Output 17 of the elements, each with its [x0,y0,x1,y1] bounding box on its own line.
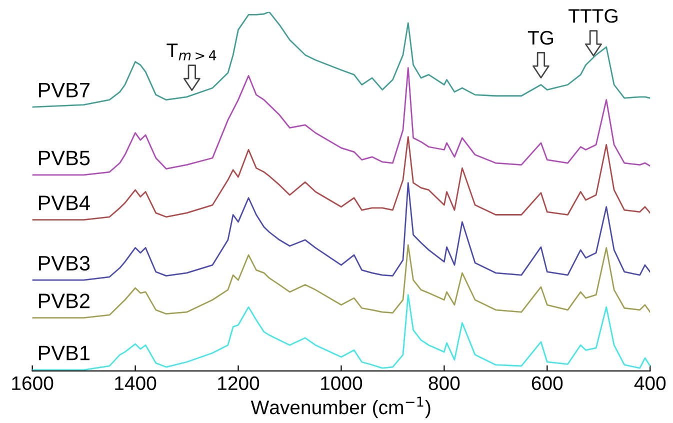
series-label: PVB5 [38,150,90,166]
series-label: PVB7 [38,82,90,98]
x-tick-label: 600 [532,376,563,390]
x-tick-label: 1600 [12,376,54,390]
x-tick-label: 1000 [321,376,362,390]
x-tick-label: 1200 [218,376,260,390]
x-axis-title: Wavenumber (cm$^{−1}$) [250,396,430,418]
series-label: PVB4 [38,196,90,210]
annotation: TG [528,30,554,45]
series-label: PVB3 [38,256,90,271]
series-label: PVB1 [38,346,90,360]
x-tick-label: 800 [428,376,460,390]
x-tick-label: 1400 [115,376,156,390]
annotation: TTTG [568,9,618,23]
series-label: PVB2 [38,294,90,308]
x-tick-label: 400 [634,376,666,390]
annotation: T$_{m>4}$ [166,44,216,60]
